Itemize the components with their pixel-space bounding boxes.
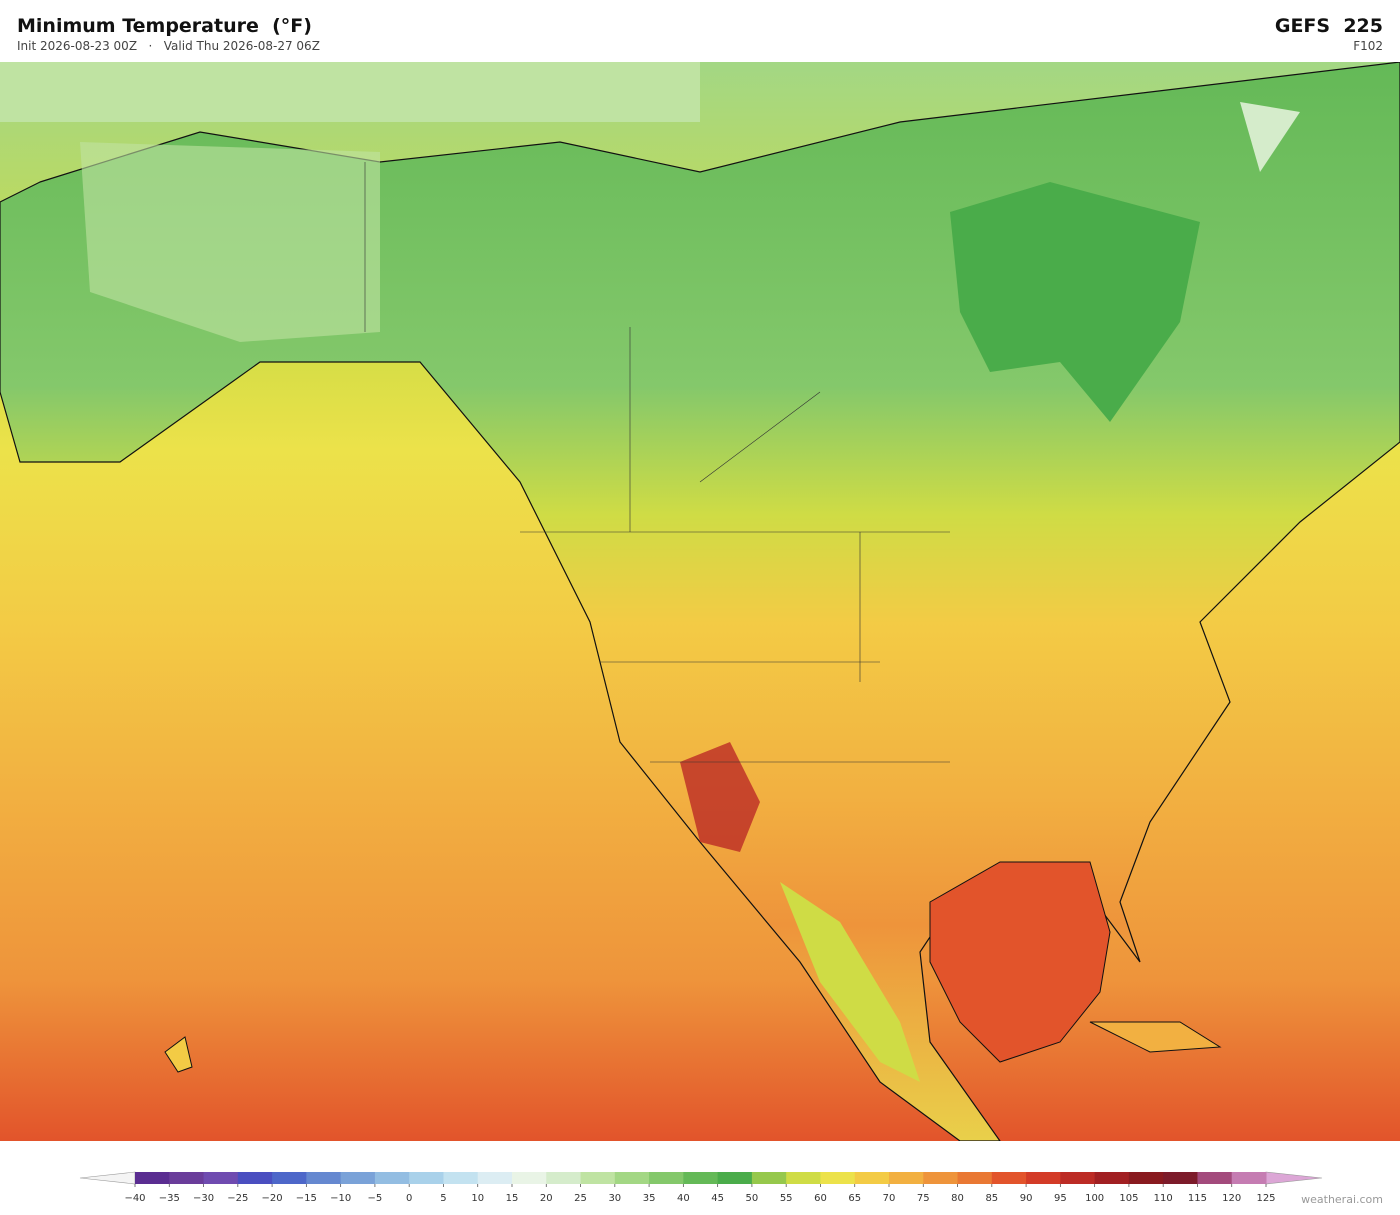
colorbar-segment	[717, 1172, 753, 1184]
mexico-plateau	[780, 882, 920, 1082]
gulf-of-mexico	[929, 861, 1111, 1063]
colorbar-segment	[649, 1172, 684, 1184]
colorbar-segment	[409, 1172, 444, 1184]
colorbar-tick-label: 125	[1256, 1193, 1275, 1204]
map	[0, 62, 1400, 1141]
colorbar-tick-label: 95	[1054, 1193, 1067, 1204]
colorbar-segment	[374, 1172, 410, 1184]
colorbar-tick-label: 110	[1154, 1193, 1173, 1204]
colorbar-segment	[237, 1172, 273, 1184]
colorbar-segment	[614, 1172, 650, 1184]
colorbar-segment	[820, 1172, 856, 1184]
subtitle: Init 2026-08-23 00Z · Valid Thu 2026-08-…	[17, 39, 320, 53]
arctic	[0, 62, 700, 122]
colorbar-tick-label: 15	[506, 1193, 519, 1204]
colorbar-tick-label: 40	[677, 1193, 690, 1204]
colorbar-tick-label: 60	[814, 1193, 827, 1204]
colorbar-segment	[1060, 1172, 1096, 1184]
colorbar-segment	[203, 1172, 239, 1184]
alaska-interior	[80, 142, 380, 342]
colorbar-tick-label: 50	[746, 1193, 759, 1204]
colorbar-segment	[546, 1172, 582, 1184]
colorbar-segment	[477, 1172, 513, 1184]
colorbar-over	[1265, 1171, 1323, 1185]
colorbar-tick-label: 65	[848, 1193, 861, 1204]
colorbar-tick-label: −35	[159, 1193, 180, 1204]
colorbar-tick-label: 105	[1119, 1193, 1138, 1204]
hudson-bay	[950, 182, 1200, 422]
colorbar-segment	[786, 1172, 821, 1184]
colorbar-tick-label: 35	[643, 1193, 656, 1204]
cuba	[1089, 1021, 1222, 1053]
init-time: Init 2026-08-23 00Z	[17, 39, 138, 53]
colorbar: −40 −35 −30 −25 −20 −15 −10 −5 0 5 10 15 20 25 30 35 40 4…	[79, 1171, 1323, 1204]
colorbar-segment	[443, 1172, 479, 1184]
title: Minimum Temperature (°F)	[17, 15, 312, 37]
colorbar-tick-label: 115	[1188, 1193, 1207, 1204]
colorbar-tick-label: 25	[574, 1193, 587, 1204]
colorbar-segment	[957, 1172, 993, 1184]
colorbar-tick-label: 55	[780, 1193, 793, 1204]
desert-hotspot	[680, 742, 760, 852]
colorbar-tick-label: −10	[330, 1193, 351, 1204]
colorbar-tick-label: 90	[1020, 1193, 1033, 1204]
credit: weatherai.com	[1301, 1193, 1383, 1206]
colorbar-segment	[1128, 1172, 1164, 1184]
model: GEFS	[1274, 15, 1331, 37]
colorbar-tick-label: 45	[711, 1193, 724, 1204]
colorbar-under	[79, 1171, 136, 1185]
colorbar-tick-label: 20	[540, 1193, 553, 1204]
colorbar-tick-label: 0	[406, 1193, 412, 1204]
colorbar-tick-label: 85	[985, 1193, 998, 1204]
colorbar-segment	[512, 1172, 547, 1184]
colorbar-tick-label: 100	[1085, 1193, 1104, 1204]
colorbar-tick-label: 120	[1222, 1193, 1241, 1204]
separator: ·	[148, 39, 153, 53]
colorbar-tick-label: −15	[296, 1193, 317, 1204]
model-label: GEFS 225	[1275, 15, 1383, 37]
colorbar-segment	[923, 1172, 959, 1184]
colorbar-segment	[991, 1172, 1027, 1184]
colorbar-tick-label: −30	[193, 1193, 214, 1204]
colorbar-tick-label: 5	[440, 1193, 446, 1204]
borders	[364, 162, 950, 763]
colorbar-tick-label: −5	[368, 1193, 383, 1204]
colorbar-segment	[306, 1172, 342, 1184]
hawaii	[164, 1036, 193, 1073]
colorbar-segment	[135, 1172, 170, 1184]
colorbar-tick-label: 70	[883, 1193, 896, 1204]
colorbar-segment	[889, 1172, 924, 1184]
colorbar-segment	[169, 1172, 205, 1184]
colorbar-segment	[1231, 1172, 1267, 1184]
valid-time: Valid Thu 2026-08-27 06Z	[163, 39, 320, 53]
colorbar-tick-label: 80	[951, 1193, 964, 1204]
colorbar-segment	[1163, 1172, 1198, 1184]
colorbar-segment	[272, 1172, 307, 1184]
forecast-hour: F102	[1353, 39, 1383, 53]
colorbar-segment	[580, 1172, 616, 1184]
colorbar-segment	[340, 1172, 376, 1184]
colorbar-tick-label: 75	[917, 1193, 930, 1204]
colorbar-tick-label: −20	[262, 1193, 283, 1204]
colorbar-segment	[854, 1172, 890, 1184]
colorbar-segment	[1026, 1172, 1061, 1184]
colorbar-tick-label: −25	[227, 1193, 248, 1204]
colorbar-segment	[1094, 1172, 1130, 1184]
colorbar-segment	[751, 1172, 787, 1184]
baffin-highlands	[1240, 102, 1300, 172]
colorbar-tick-label: 10	[471, 1193, 484, 1204]
colorbar-segment	[1197, 1172, 1233, 1184]
member: 225	[1343, 15, 1383, 37]
colorbar-tick-label: −40	[124, 1193, 145, 1204]
colorbar-tick-label: 30	[608, 1193, 621, 1204]
colorbar-segment	[683, 1172, 719, 1184]
